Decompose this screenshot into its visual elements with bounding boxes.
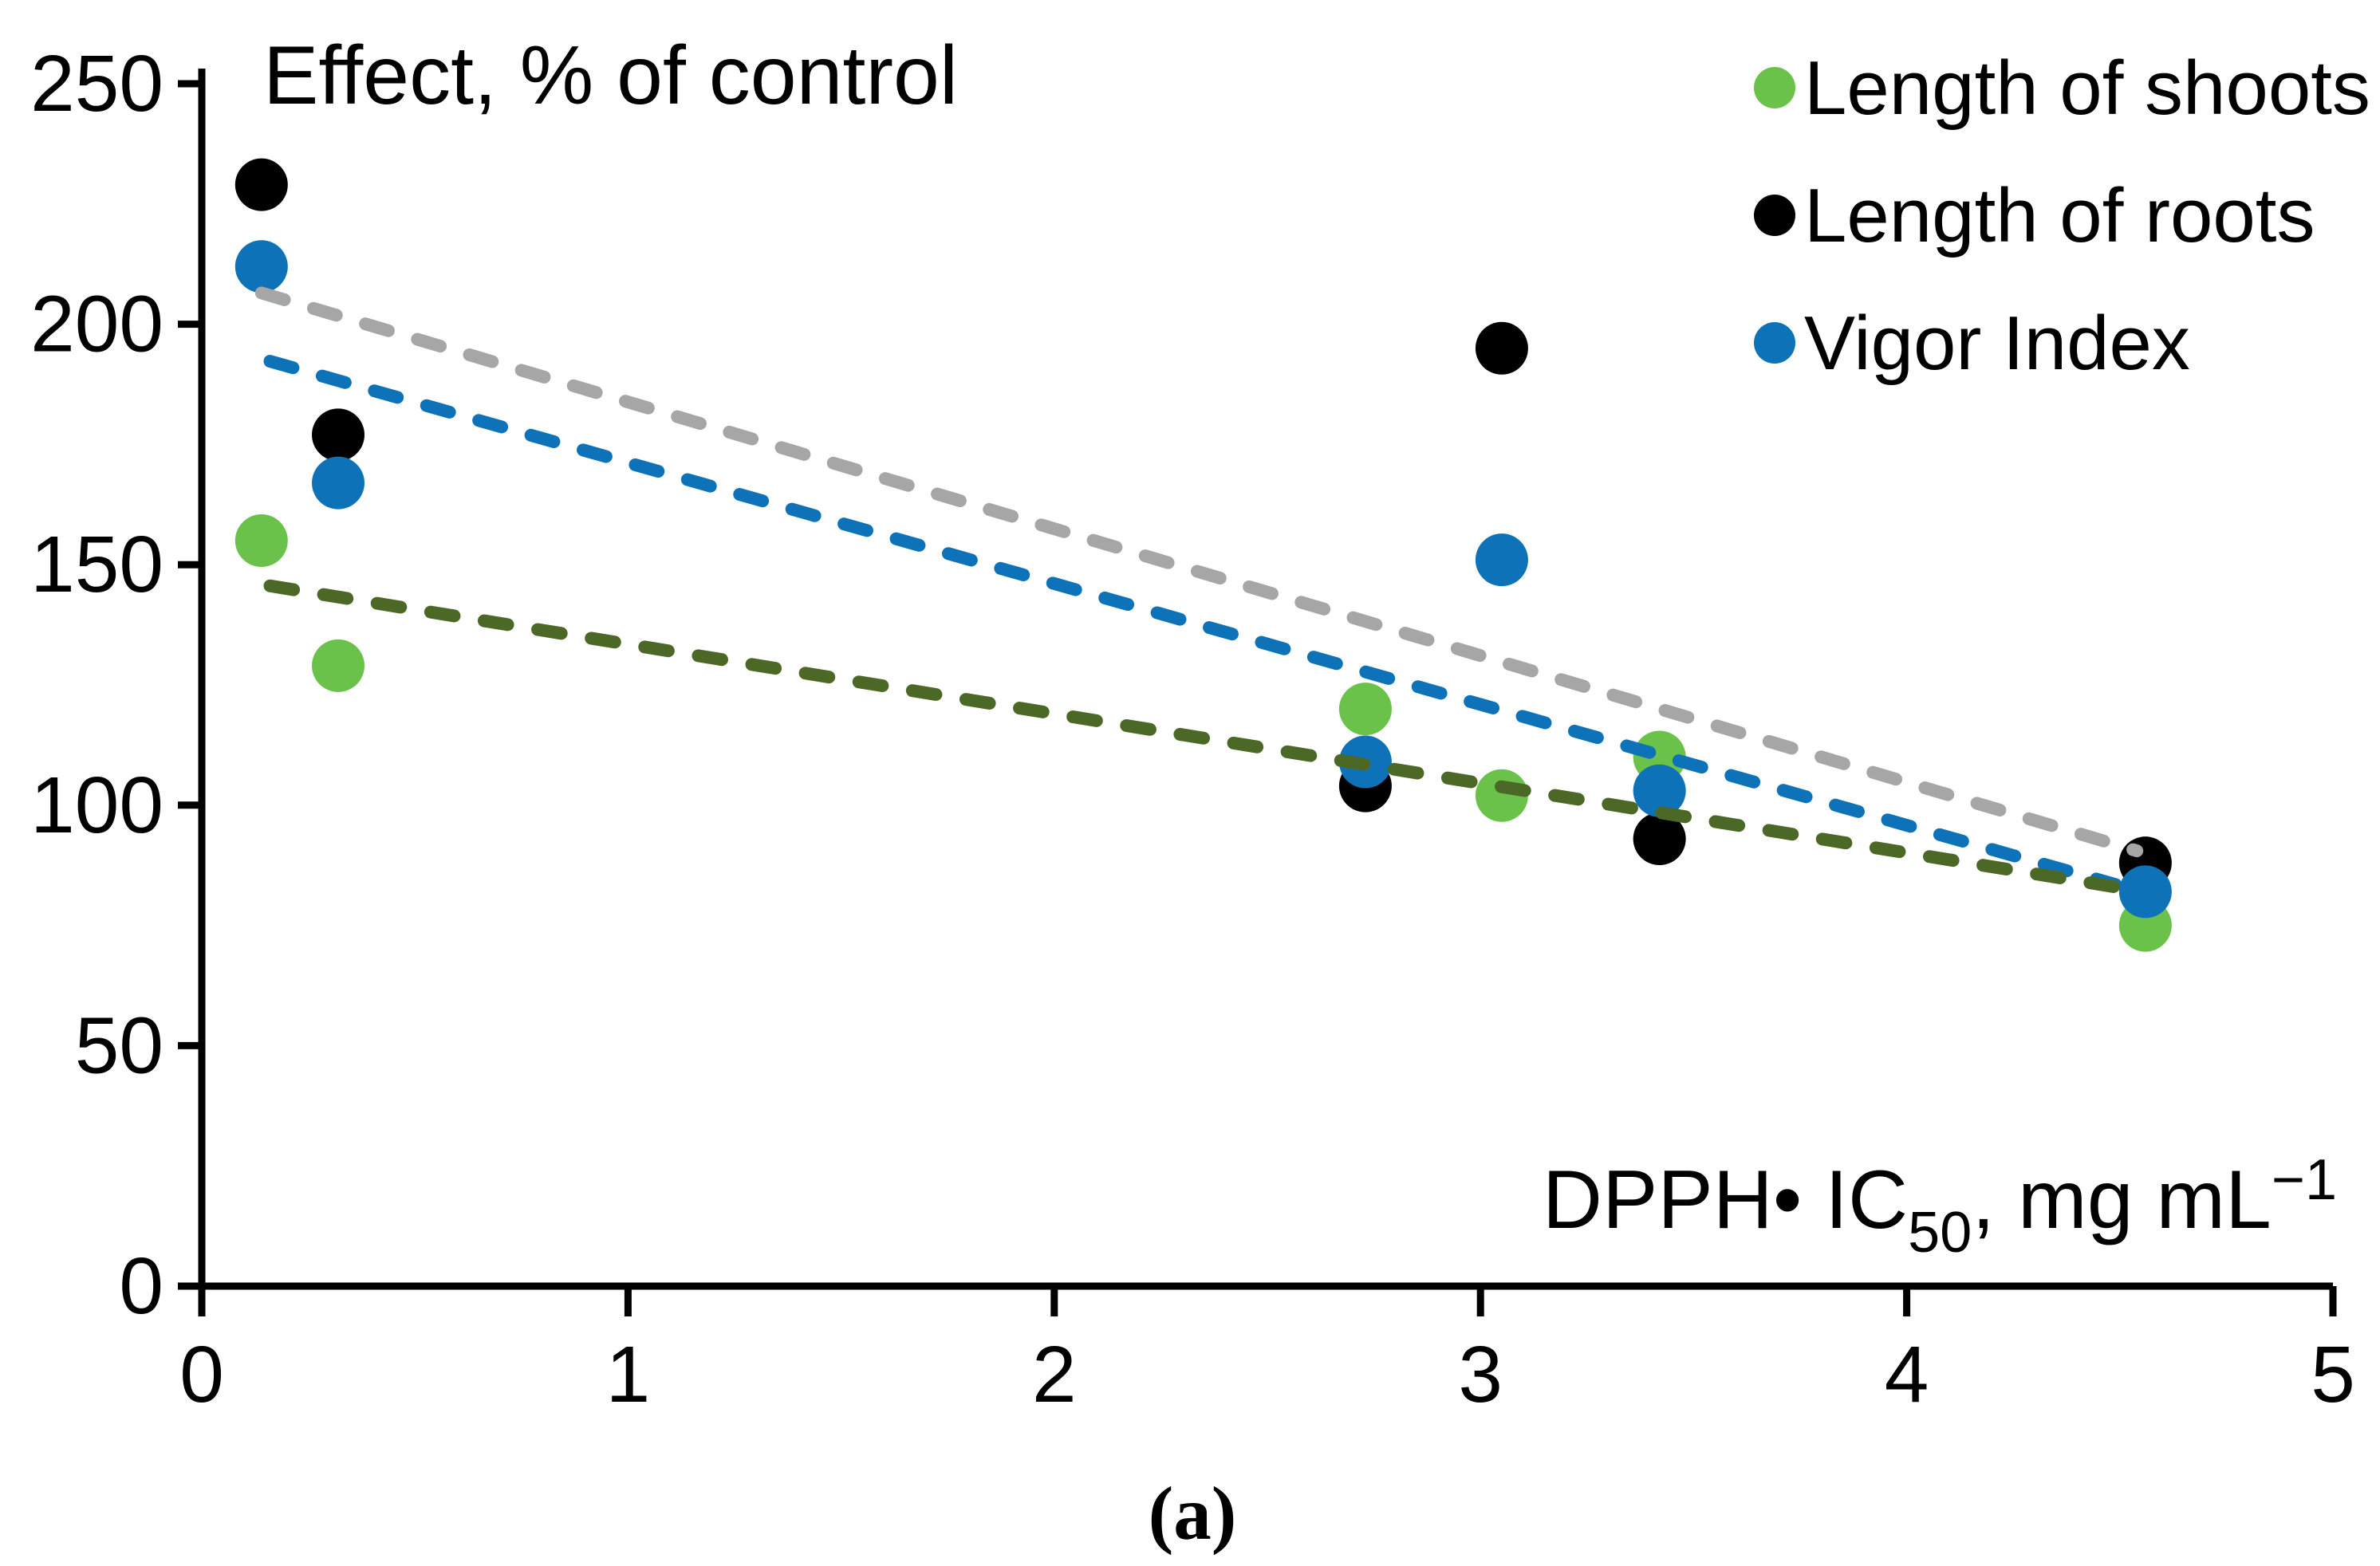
point-length-of-roots (234, 158, 288, 211)
marker-layer (234, 158, 2172, 952)
legend-label-roots: Length of roots (1804, 173, 2315, 258)
trendline-length-of-roots (254, 286, 2144, 858)
shoots-marker-icon (1754, 67, 1795, 108)
x-tick-label: 4 (1885, 1330, 1929, 1419)
x-tick-label: 1 (606, 1330, 651, 1419)
legend-label-vigor: Vigor Index (1804, 301, 2190, 386)
y-tick-label: 250 (30, 39, 164, 128)
y-tick-label: 50 (75, 1001, 164, 1090)
point-length-of-roots (1475, 321, 1528, 375)
vigor-marker-icon (1754, 322, 1795, 364)
point-vigor-index (2118, 865, 2172, 919)
point-length-of-roots (312, 408, 365, 462)
legend-item-vigor: Vigor Index (1754, 301, 2190, 386)
x-tick-label: 3 (1458, 1330, 1503, 1419)
point-vigor-index (1633, 764, 1686, 817)
legend: Length of shoots Length of roots Vigor I… (1754, 45, 2370, 386)
y-tick-label: 0 (119, 1241, 164, 1331)
legend-label-shoots: Length of shoots (1804, 45, 2370, 131)
roots-marker-icon (1754, 195, 1795, 236)
trendline-length-of-shoots (263, 579, 2122, 894)
legend-item-roots: Length of roots (1754, 173, 2315, 258)
x-tick-label: 0 (179, 1330, 224, 1419)
trendline-layer (254, 286, 2144, 894)
x-tick-label: 2 (1032, 1330, 1077, 1419)
point-length-of-shoots (1338, 683, 1392, 736)
point-length-of-roots (1633, 813, 1686, 866)
series-vigor-index (234, 240, 2172, 919)
y-tick-label: 150 (30, 520, 164, 609)
axes-layer (178, 69, 2337, 1316)
point-length-of-shoots (1475, 769, 1528, 822)
point-vigor-index (1475, 533, 1528, 587)
point-vigor-index (312, 456, 365, 510)
trendline-vigor-index (263, 355, 2122, 891)
tick-label-layer: 0 50 100 150 200 250 0 1 2 3 4 5 (30, 39, 2355, 1419)
y-tick-label: 200 (30, 280, 164, 369)
y-tick-label: 100 (30, 761, 164, 850)
x-tick-label: 5 (2311, 1330, 2355, 1419)
point-length-of-shoots (234, 514, 288, 568)
point-length-of-shoots (312, 639, 365, 692)
point-vigor-index (234, 240, 288, 293)
y-axis-title: Effect, % of control (263, 30, 958, 122)
x-axis-title: DPPH• IC50, mg mL−1 (1543, 1148, 2337, 1265)
legend-item-shoots: Length of shoots (1754, 45, 2370, 131)
subfigure-caption: (a) (1149, 1471, 1237, 1556)
